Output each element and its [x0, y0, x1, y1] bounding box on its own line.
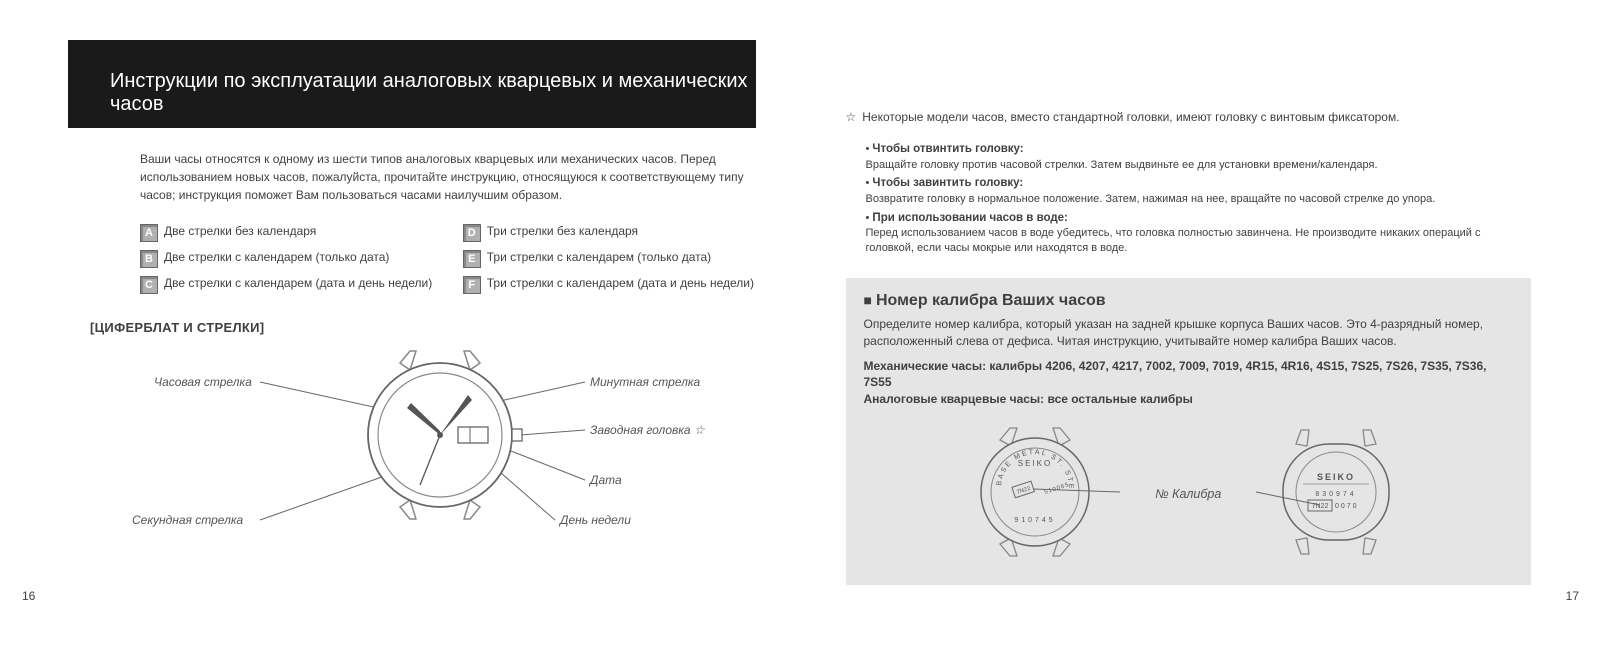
- unscrew-text: Вращайте головку против часовой стрелки.…: [866, 159, 1378, 171]
- svg-text:910745: 910745: [1014, 517, 1055, 524]
- svg-text:830974: 830974: [1316, 491, 1357, 498]
- screw-item: • Чтобы завинтить головку: Возвратите го…: [866, 176, 1532, 206]
- type-badge-c: C: [140, 276, 158, 294]
- type-label-c: Две стрелки с календарем (дата и день не…: [164, 276, 432, 292]
- type-label-e: Три стрелки с календарем (только дата): [487, 250, 711, 266]
- title-band: Инструкции по эксплуатации аналоговых кв…: [68, 40, 756, 128]
- page-title: Инструкции по эксплуатации аналоговых кв…: [110, 70, 756, 116]
- dial-heading: [ЦИФЕРБЛАТ И СТРЕЛКИ]: [90, 320, 756, 335]
- type-badge-d: D: [463, 224, 481, 242]
- caseback-square-icon: SEIKO 830974 7N22 0070: [1241, 422, 1431, 567]
- type-badge-b: B: [140, 250, 158, 268]
- type-label-f: Три стрелки с календарем (дата и день не…: [487, 276, 754, 292]
- unscrew-title: Чтобы отвинтить головку:: [872, 143, 1023, 155]
- crown-note: ☆ Некоторые модели часов, вместо стандар…: [846, 110, 1532, 124]
- caseback-round-icon: BASE METAL ST. STEEL BACK SEIKO 7N22 510…: [945, 422, 1135, 567]
- type-label-a: Две стрелки без календаря: [164, 224, 316, 240]
- calibre-heading: ■Номер калибра Ваших часов: [864, 292, 1514, 310]
- watch-types: A Две стрелки без календаря B Две стрелки …: [140, 224, 756, 302]
- calibre-box: ■Номер калибра Ваших часов Определите но…: [846, 278, 1532, 585]
- quartz-calibres: Аналоговые кварцевые часы: все остальные…: [864, 391, 1514, 408]
- calibre-number-label: № Калибра: [1155, 487, 1221, 501]
- calibre-text: Определите номер калибра, который указан…: [864, 316, 1514, 350]
- screw-text: Возвратите головку в нормальное положени…: [866, 193, 1436, 205]
- type-badge-a: A: [140, 224, 158, 242]
- water-item: • При использовании часов в воде: Перед …: [866, 211, 1532, 256]
- svg-text:SEIKO: SEIKO: [1018, 459, 1052, 468]
- watch-diagram: Часовая стрелка Секундная стрелка Минутн…: [90, 345, 756, 545]
- mechanical-calibres: Механические часы: калибры 4206, 4207, 4…: [864, 358, 1514, 392]
- unscrew-item: • Чтобы отвинтить головку: Вращайте голо…: [866, 142, 1532, 172]
- page-number-left: 16: [22, 589, 35, 603]
- page-number-right: 17: [1566, 589, 1579, 603]
- type-badge-e: E: [463, 250, 481, 268]
- intro-paragraph: Ваши часы относятся к одному из шести ти…: [140, 150, 756, 204]
- screw-title: Чтобы завинтить головку:: [872, 177, 1023, 189]
- svg-text:0070: 0070: [1335, 503, 1359, 510]
- type-badge-f: F: [463, 276, 481, 294]
- svg-text:SEIKO: SEIKO: [1317, 472, 1355, 482]
- water-title: При использовании часов в воде:: [872, 212, 1067, 224]
- type-label-d: Три стрелки без календаря: [487, 224, 638, 240]
- water-text: Перед использованием часов в воде убедит…: [866, 227, 1481, 254]
- watch-icon: [340, 345, 540, 545]
- crown-note-text: Некоторые модели часов, вместо стандартн…: [862, 110, 1399, 124]
- type-label-b: Две стрелки с календарем (только дата): [164, 250, 389, 266]
